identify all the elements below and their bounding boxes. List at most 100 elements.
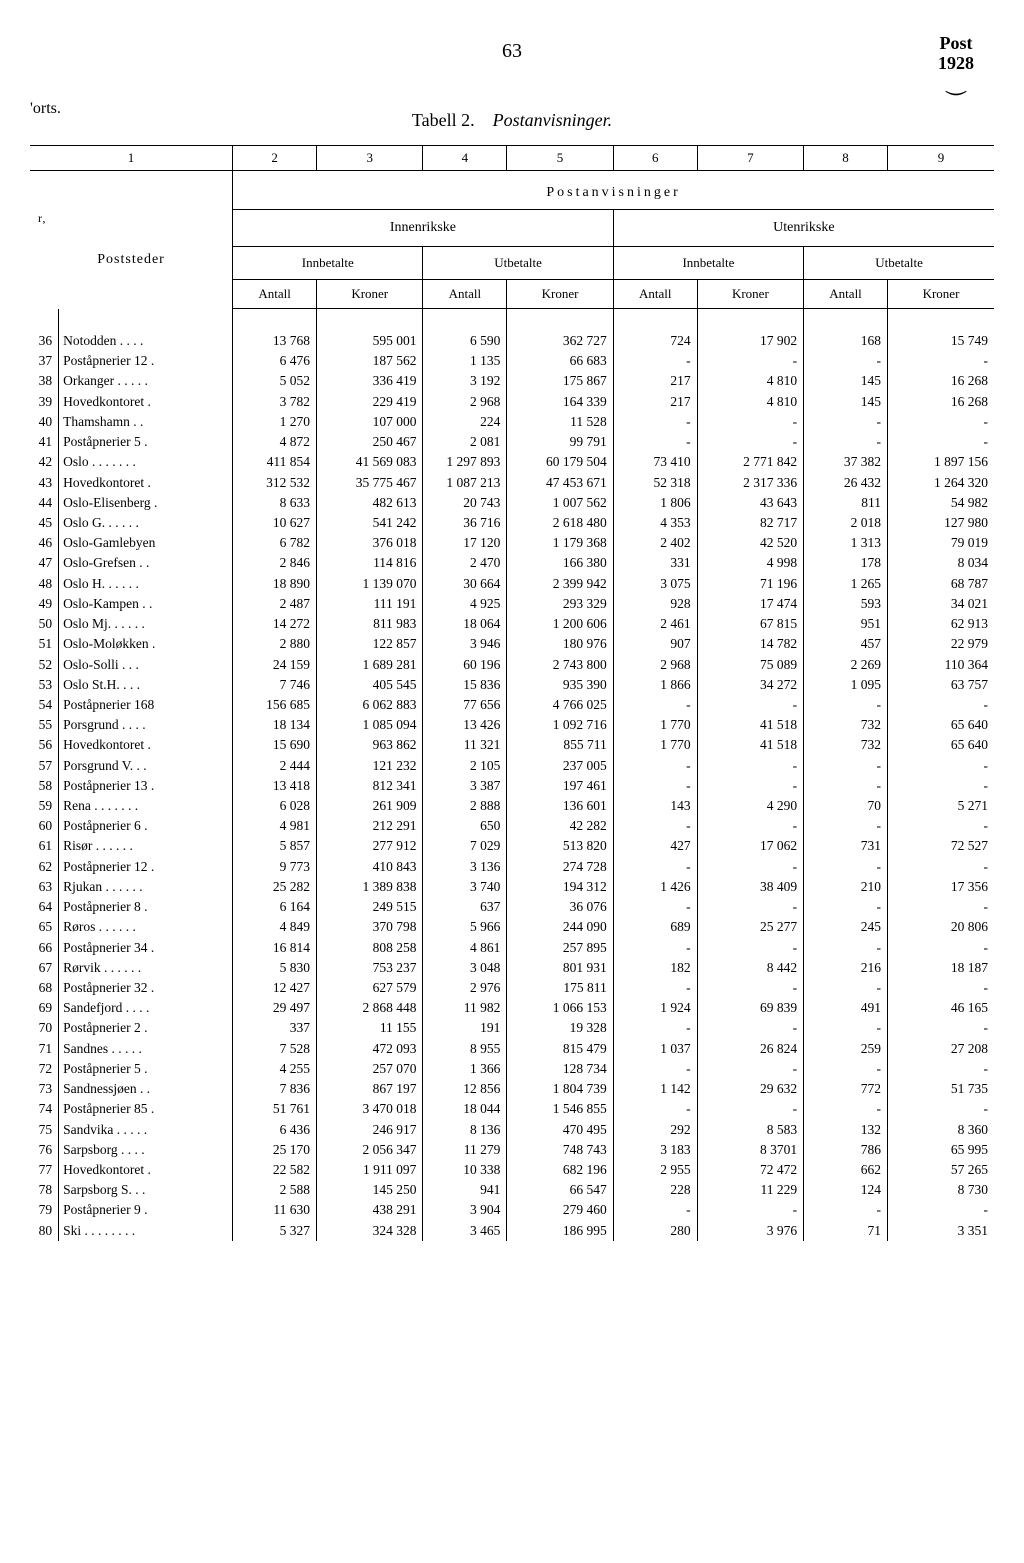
table-row: 48Oslo H. . . . . .18 8901 139 07030 664…: [30, 574, 994, 594]
cell: 17 474: [697, 594, 803, 614]
table-row: 62Poståpnerier 12 .9 773410 8433 136274 …: [30, 857, 994, 877]
cell: 24 159: [233, 655, 317, 675]
cell: 491: [804, 998, 888, 1018]
cell: -: [697, 816, 803, 836]
cell: 34 272: [697, 675, 803, 695]
cell: 292: [613, 1120, 697, 1140]
cell: 8 034: [888, 553, 995, 573]
row-index: 79: [30, 1200, 59, 1220]
innbetalte-2: Innbetalte: [613, 247, 803, 280]
cell: 1 366: [423, 1059, 507, 1079]
cell: 107 000: [317, 412, 423, 432]
cell: 2 618 480: [507, 513, 613, 533]
cell: 815 479: [507, 1039, 613, 1059]
table-row: 41Poståpnerier 5 .4 872250 4672 08199 79…: [30, 432, 994, 452]
cell: -: [697, 978, 803, 998]
row-index: 38: [30, 371, 59, 391]
cell: 47 453 671: [507, 473, 613, 493]
row-name: Sandnes . . . . .: [59, 1039, 233, 1059]
row-name: Poståpnerier 32 .: [59, 978, 233, 998]
cell: -: [888, 978, 995, 998]
utenrikske-header: Utenrikske: [613, 210, 994, 247]
antall-2: Antall: [423, 280, 507, 309]
cell: 65 640: [888, 715, 995, 735]
cell: 17 356: [888, 877, 995, 897]
row-index: 50: [30, 614, 59, 634]
colnum-3: 3: [317, 146, 423, 171]
row-index: 42: [30, 452, 59, 472]
row-name: Sandefjord . . . .: [59, 998, 233, 1018]
cell: 867 197: [317, 1079, 423, 1099]
cell: 2 317 336: [697, 473, 803, 493]
cell: 124: [804, 1180, 888, 1200]
cell: 331: [613, 553, 697, 573]
cell: 145 250: [317, 1180, 423, 1200]
row-index: 40: [30, 412, 59, 432]
cell: 362 727: [507, 331, 613, 351]
cell: 12 856: [423, 1079, 507, 1099]
cell: 5 857: [233, 836, 317, 856]
table-row: 39Hovedkontoret .3 782229 4192 968164 33…: [30, 392, 994, 412]
cell: -: [613, 432, 697, 452]
cell: 1 866: [613, 675, 697, 695]
cell: 121 232: [317, 756, 423, 776]
cell: -: [613, 756, 697, 776]
cell: 52 318: [613, 473, 697, 493]
cell: 22 979: [888, 634, 995, 654]
cell: 17 902: [697, 331, 803, 351]
cell: 1 770: [613, 715, 697, 735]
cell: 66 683: [507, 351, 613, 371]
cell: 1 806: [613, 493, 697, 513]
table-row: 69Sandefjord . . . .29 4972 868 44811 98…: [30, 998, 994, 1018]
cell: 470 495: [507, 1120, 613, 1140]
cell: 122 857: [317, 634, 423, 654]
cell: 1 911 097: [317, 1160, 423, 1180]
cell: -: [697, 1018, 803, 1038]
cell: 472 093: [317, 1039, 423, 1059]
cell: 324 328: [317, 1221, 423, 1241]
section-row: r, Poststeder Postanvisninger: [30, 171, 994, 210]
table-row: 37Poståpnerier 12 .6 476187 5621 13566 6…: [30, 351, 994, 371]
page-header: 63 Post 1928 ⏝ 'orts.: [30, 40, 994, 100]
cell: 3 465: [423, 1221, 507, 1241]
cell: 8 583: [697, 1120, 803, 1140]
row-name: Porsgrund . . . .: [59, 715, 233, 735]
cell: 14 782: [697, 634, 803, 654]
table-row: 68Poståpnerier 32 .12 427627 5792 976175…: [30, 978, 994, 998]
cell: 16 268: [888, 392, 995, 412]
cell: 1 066 153: [507, 998, 613, 1018]
kroner-3: Kroner: [697, 280, 803, 309]
cell: 17 120: [423, 533, 507, 553]
table-body: 36Notodden . . . .13 768595 0016 590362 …: [30, 331, 994, 1241]
cell: 6 164: [233, 897, 317, 917]
cell: 110 364: [888, 655, 995, 675]
table-row: 71Sandnes . . . . .7 528472 0938 955815 …: [30, 1039, 994, 1059]
cell: 7 528: [233, 1039, 317, 1059]
row-name: Oslo-Gamlebyen: [59, 533, 233, 553]
row-index: 66: [30, 938, 59, 958]
brace-icon: ⏝: [938, 70, 974, 94]
cell: 4 810: [697, 371, 803, 391]
cell: 3 387: [423, 776, 507, 796]
cell: 25 282: [233, 877, 317, 897]
cell: 36 076: [507, 897, 613, 917]
cell: 77 656: [423, 695, 507, 715]
cell: 9 773: [233, 857, 317, 877]
cell: 274 728: [507, 857, 613, 877]
cell: 2 461: [613, 614, 697, 634]
cell: 18 134: [233, 715, 317, 735]
row-index: 59: [30, 796, 59, 816]
poststeder-label: Poststeder: [34, 252, 228, 268]
cell: 10 338: [423, 1160, 507, 1180]
cell: 178: [804, 553, 888, 573]
row-name: Orkanger . . . . .: [59, 371, 233, 391]
cell: 438 291: [317, 1200, 423, 1220]
antall-4: Antall: [804, 280, 888, 309]
row-index: 70: [30, 1018, 59, 1038]
cell: 15 836: [423, 675, 507, 695]
cell: 907: [613, 634, 697, 654]
cell: 259: [804, 1039, 888, 1059]
cell: 6 062 883: [317, 695, 423, 715]
cell: 2 056 347: [317, 1140, 423, 1160]
cell: 963 862: [317, 735, 423, 755]
